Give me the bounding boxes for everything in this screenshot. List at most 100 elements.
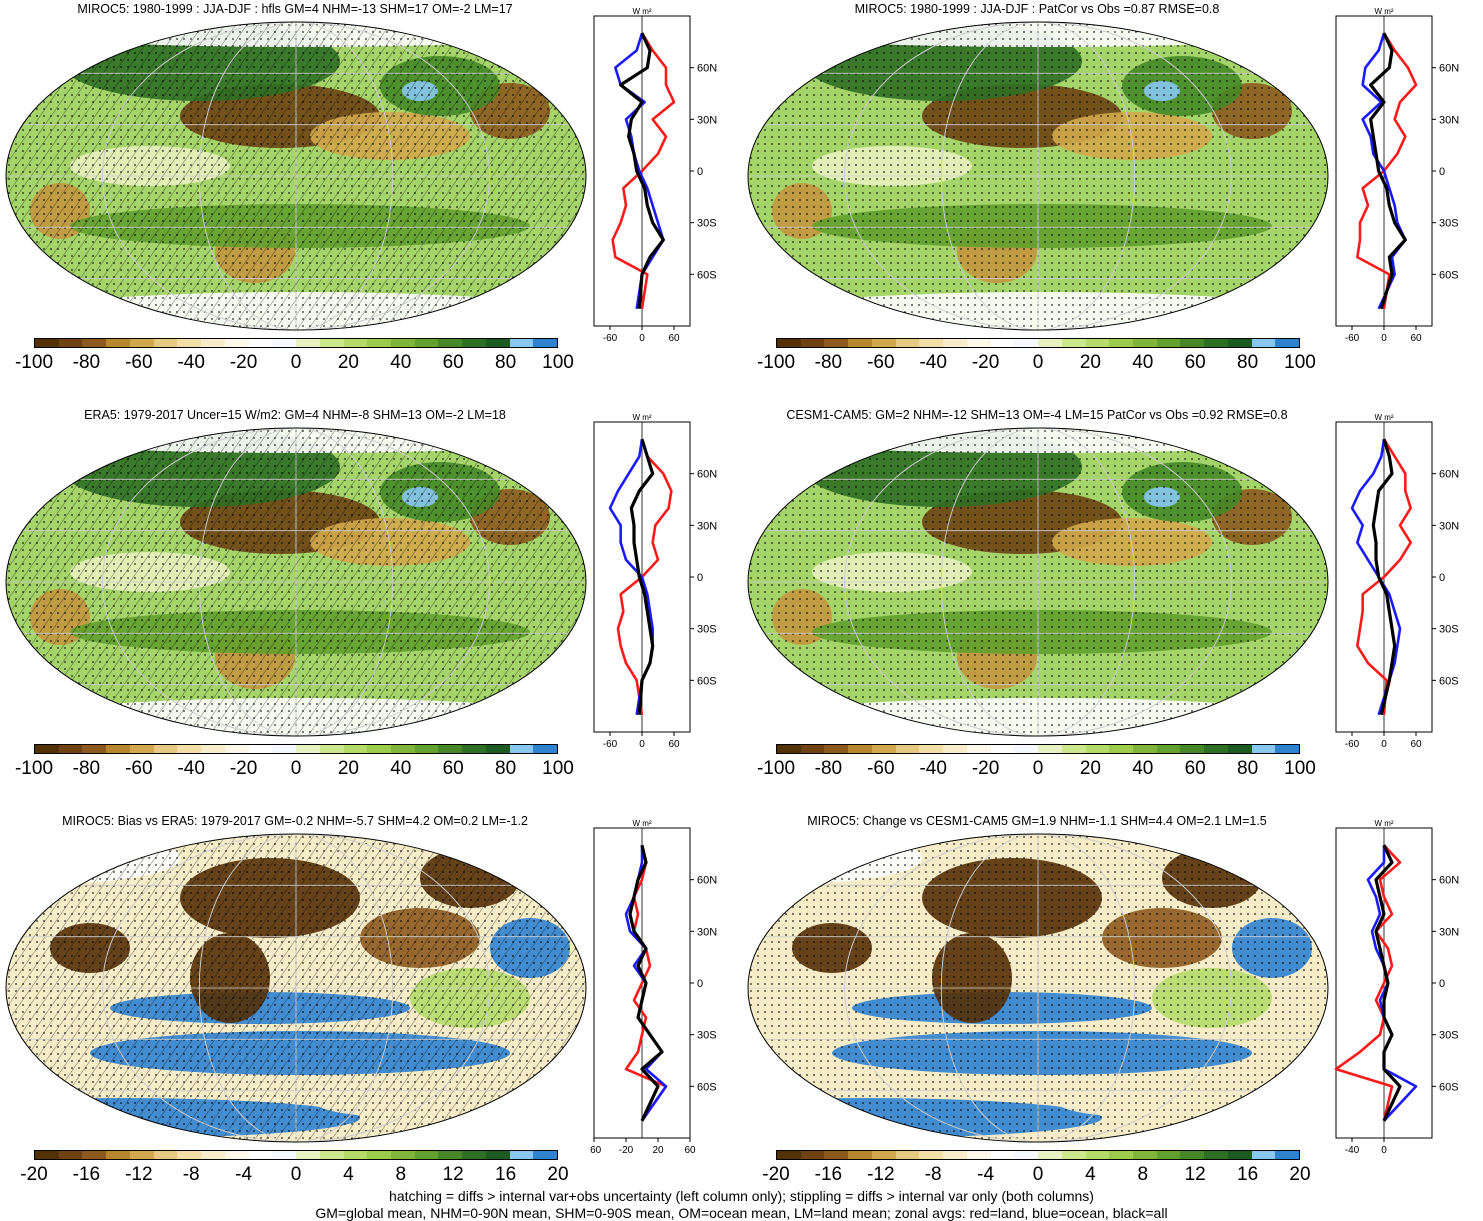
colorbar-swatch — [391, 339, 415, 347]
colorbar-swatch — [800, 339, 825, 347]
zonal-series-all — [1371, 438, 1397, 716]
colorbar-tick-label: 100 — [542, 758, 574, 779]
colorbar-swatch — [919, 745, 944, 753]
colorbar-labels: -100 -80 -60 -40 -20 0 20 40 60 80 100 — [15, 352, 574, 376]
colorbar-swatch — [1014, 339, 1039, 347]
world-map — [747, 427, 1329, 737]
zonal-x-tick-label: 0 — [1381, 1145, 1387, 1156]
colorbar-swatch — [800, 1151, 825, 1159]
colorbar-tick-label: 60 — [1184, 352, 1206, 373]
colorbar-swatch — [919, 339, 944, 347]
zonal-mean-plot: W m² 60N 30N 0 30S 60S -60 -20 20 60 — [590, 819, 717, 1156]
colorbar-swatch — [35, 1151, 59, 1159]
colorbar-tick-label: -20 — [20, 1164, 48, 1185]
colorbar-tick-label: -100 — [756, 352, 796, 373]
colorbar-tick-label: -40 — [177, 758, 205, 779]
colorbar-swatch — [1180, 1151, 1205, 1159]
colorbar-swatch — [1227, 745, 1252, 753]
colorbar-swatch — [438, 1151, 463, 1159]
footer-note-legend: GM=global mean, NHM=0-90N mean, SHM=0-90… — [315, 1205, 1168, 1221]
colorbar-tick-label: 0 — [290, 1164, 302, 1185]
world-map — [747, 833, 1329, 1143]
colorbar-tick-label: 80 — [1237, 758, 1259, 779]
colorbar-tick-label: 20 — [337, 758, 359, 779]
colorbar-swatch — [58, 1151, 83, 1159]
colorbar-tick-label: 40 — [1132, 352, 1154, 373]
colorbar-tick-label: 100 — [542, 352, 574, 373]
colorbar-swatch — [1061, 745, 1086, 753]
colorbar — [776, 1150, 1300, 1160]
colorbar-swatch — [943, 339, 967, 347]
colorbar-swatch — [462, 339, 486, 347]
colorbar-swatch — [485, 1151, 510, 1159]
zonal-units: W m² — [1374, 819, 1393, 828]
zonal-series-all — [1374, 844, 1402, 1122]
world-map — [747, 21, 1329, 331]
colorbar-swatch — [296, 1151, 320, 1159]
colorbar-tick-label: -8 — [924, 1164, 942, 1185]
colorbar-swatch — [895, 745, 920, 753]
colorbar-swatch — [485, 745, 510, 753]
colorbar-tick-label: 80 — [495, 758, 517, 779]
colorbar-swatch — [438, 339, 463, 347]
panel-5: MIROC5: Bias vs ERA5: 1979-2017 GM=-0.2 … — [0, 812, 741, 1218]
colorbar-swatch — [824, 339, 849, 347]
zonal-lat-label: 60S — [697, 1081, 717, 1093]
colorbar-swatch — [1014, 745, 1039, 753]
panel-4: CESM1-CAM5: GM=2 NHM=-12 SHM=13 OM=-4 LM… — [742, 406, 1483, 812]
zonal-x-tick-label: 60 — [684, 1145, 696, 1156]
colorbar-tick-label: 4 — [343, 1164, 354, 1185]
colorbar-swatch — [509, 1151, 534, 1159]
zonal-lat-label: 60S — [697, 269, 717, 281]
colorbar-tick-label: 80 — [495, 352, 517, 373]
colorbar-tick-label: 20 — [337, 352, 359, 373]
colorbar-swatch — [272, 1151, 297, 1159]
colorbar-tick-label: 8 — [395, 1164, 407, 1185]
panel-title: MIROC5: Change vs CESM1-CAM5 GM=1.9 NHM=… — [807, 814, 1267, 828]
colorbar-swatch — [800, 745, 825, 753]
zonal-x-tick-label: -40 — [1345, 1145, 1360, 1156]
colorbar-swatch — [391, 745, 415, 753]
colorbar-swatch — [224, 745, 249, 753]
colorbar-swatch — [177, 745, 202, 753]
colorbar-tick-label: -60 — [125, 758, 153, 779]
colorbar-swatch — [248, 1151, 273, 1159]
zonal-x-tick-label: 20 — [652, 1145, 664, 1156]
colorbar-tick-label: -20 — [762, 1164, 790, 1185]
zonal-mean-plot: W m² 60N 30N 0 30S 60S -40 0 — [1334, 819, 1459, 1156]
zonal-series-land — [616, 438, 673, 715]
colorbar-swatch — [1204, 1151, 1228, 1159]
colorbar-tick-label: -60 — [867, 758, 895, 779]
zonal-x-tick-label: -60 — [603, 739, 618, 750]
zonal-units: W m² — [632, 819, 651, 828]
colorbar-tick-label: -100 — [756, 758, 796, 779]
colorbar-swatch — [319, 1151, 344, 1159]
colorbar-swatch — [82, 339, 107, 347]
colorbar-tick-label: -20 — [229, 352, 258, 373]
zonal-x-tick-label: 60 — [668, 333, 680, 344]
colorbar-swatch — [201, 1151, 225, 1159]
zonal-lat-label: 30N — [697, 114, 717, 126]
colorbar-swatch — [177, 1151, 202, 1159]
colorbar-swatch — [1085, 1151, 1110, 1159]
colorbar-swatch — [129, 745, 154, 753]
colorbar-swatch — [895, 339, 920, 347]
colorbar-tick-label: 80 — [1237, 352, 1259, 373]
colorbar-swatch — [414, 339, 439, 347]
colorbar-swatch — [1038, 1151, 1062, 1159]
colorbar-swatch — [990, 745, 1015, 753]
colorbar-swatch — [177, 339, 202, 347]
zonal-x-tick-label: 60 — [1410, 739, 1422, 750]
colorbar-swatch — [871, 339, 896, 347]
colorbar-swatch — [848, 745, 872, 753]
colorbar-swatch — [1133, 1151, 1157, 1159]
colorbar-swatch — [414, 745, 439, 753]
zonal-lat-label: 30S — [697, 218, 717, 230]
colorbar-tick-label: -60 — [867, 352, 895, 373]
zonal-x-tick-label: 0 — [1381, 739, 1387, 750]
panel-6: MIROC5: Change vs CESM1-CAM5 GM=1.9 NHM=… — [742, 812, 1483, 1218]
colorbar-swatch — [438, 745, 463, 753]
colorbar-swatch — [990, 1151, 1015, 1159]
colorbar-tick-label: 16 — [495, 1164, 517, 1185]
zonal-series-all — [629, 438, 655, 715]
